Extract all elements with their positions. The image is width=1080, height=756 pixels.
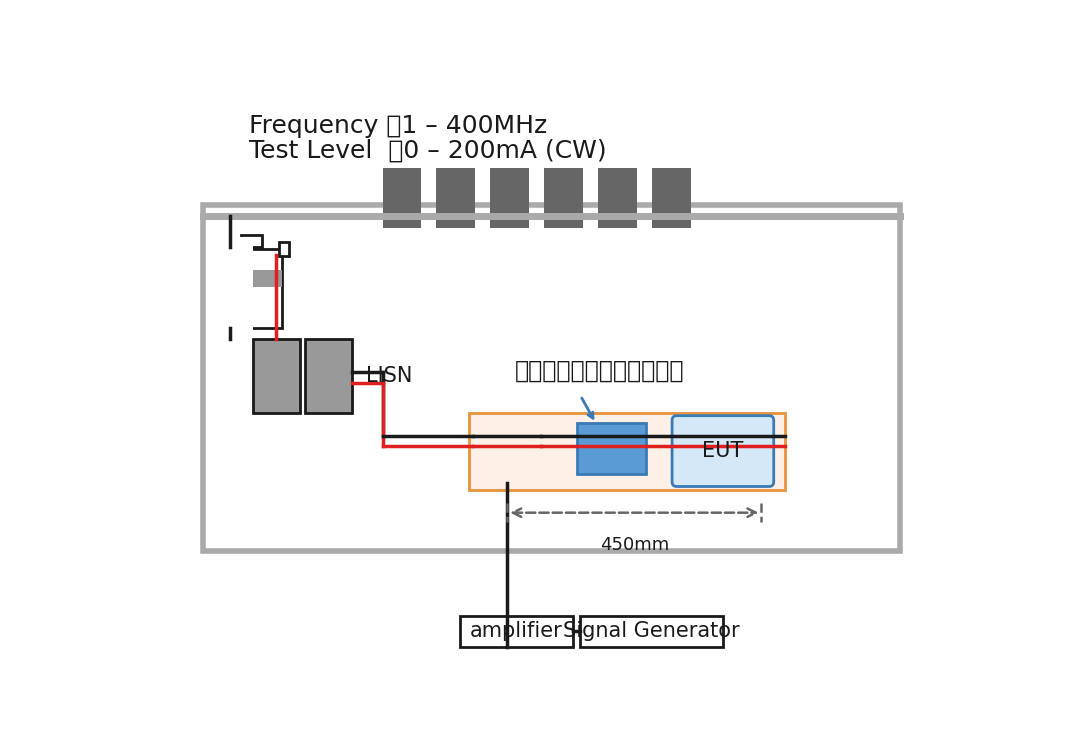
Bar <box>203 205 900 551</box>
Circle shape <box>517 442 531 456</box>
Bar <box>469 413 784 490</box>
Circle shape <box>484 442 497 456</box>
Bar <box>305 339 352 413</box>
Bar <box>577 423 646 474</box>
Bar <box>598 168 637 228</box>
Bar <box>206 237 253 335</box>
Text: amplifier: amplifier <box>470 621 563 641</box>
Bar <box>580 616 723 646</box>
Circle shape <box>473 415 541 482</box>
FancyBboxPatch shape <box>672 416 773 487</box>
Text: 安装了共模拼流线圈的基板: 安装了共模拼流线圈的基板 <box>515 358 685 383</box>
Text: Test Level  ：0 – 200mA (CW): Test Level ：0 – 200mA (CW) <box>249 138 607 163</box>
Text: EUT: EUT <box>702 441 744 461</box>
Bar <box>652 168 690 228</box>
Circle shape <box>507 442 521 456</box>
Text: 450mm: 450mm <box>599 536 669 554</box>
Bar <box>544 168 583 228</box>
Circle shape <box>491 433 523 464</box>
Bar <box>382 168 421 228</box>
Bar <box>253 339 300 413</box>
Bar <box>490 168 529 228</box>
Bar <box>460 616 572 646</box>
Bar <box>436 168 475 228</box>
Bar <box>241 234 262 247</box>
Bar <box>221 270 283 287</box>
Text: Signal Generator: Signal Generator <box>564 621 740 641</box>
Text: LISN: LISN <box>366 366 411 386</box>
Text: Frequency ：1 – 400MHz: Frequency ：1 – 400MHz <box>249 114 548 138</box>
Bar <box>221 249 283 328</box>
Circle shape <box>495 442 508 456</box>
Bar <box>279 243 289 256</box>
